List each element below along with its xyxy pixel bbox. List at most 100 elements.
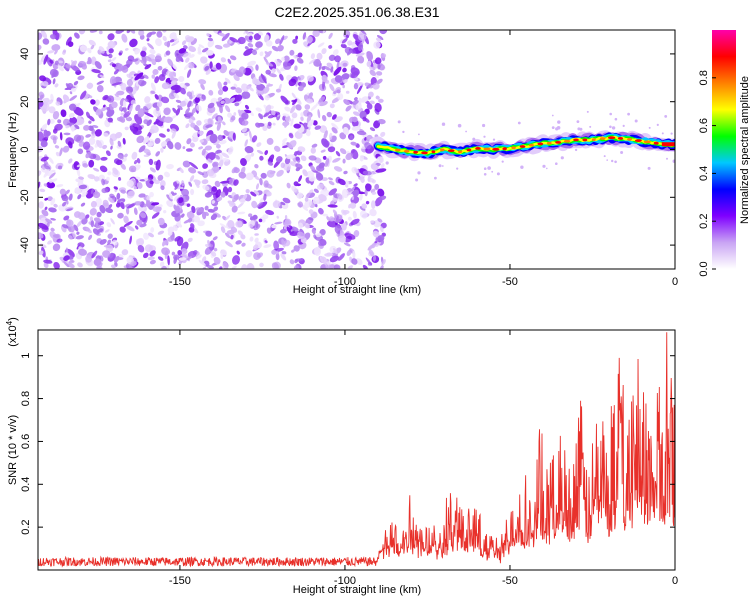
noise-speckle: [205, 230, 213, 237]
noise-speckle: [244, 104, 250, 110]
noise-speckle: [167, 236, 175, 242]
noise-speckle: [178, 257, 187, 261]
noise-speckle: [86, 111, 91, 119]
noise-speckle: [258, 31, 264, 36]
noise-speckle: [101, 178, 106, 186]
noise-speckle: [62, 49, 67, 53]
noise-speckle: [245, 172, 254, 181]
snr-y-tick-label: 0.8: [20, 391, 32, 406]
noise-speckle: [133, 159, 138, 165]
signal-faint-dot: [627, 112, 630, 116]
noise-speckle: [185, 36, 195, 43]
noise-speckle: [352, 210, 357, 219]
noise-speckle: [280, 95, 289, 105]
noise-speckle: [204, 205, 209, 211]
noise-speckle: [332, 157, 341, 163]
noise-speckle: [108, 48, 114, 54]
noise-speckle: [243, 109, 252, 114]
noise-speckle: [93, 167, 100, 172]
signal-hotspot: [563, 139, 571, 143]
colorbar-tick-label: 0.4: [698, 166, 710, 181]
noise-speckle: [161, 265, 168, 269]
noise-speckle: [371, 191, 377, 195]
noise-speckle: [151, 74, 156, 79]
noise-speckle: [48, 178, 54, 184]
snr-y-scale-close: ): [7, 317, 19, 321]
noise-speckle: [153, 179, 160, 185]
noise-speckle: [338, 253, 345, 261]
noise-speckle: [94, 99, 100, 106]
noise-speckle: [210, 97, 218, 105]
noise-speckle: [185, 107, 190, 115]
noise-speckle: [93, 258, 102, 267]
noise-speckle: [201, 94, 206, 100]
noise-speckle: [305, 192, 311, 199]
noise-speckle: [96, 85, 104, 93]
noise-speckle: [232, 132, 236, 141]
noise-speckle: [295, 104, 302, 111]
noise-speckle: [143, 154, 149, 158]
noise-speckle: [123, 110, 131, 118]
noise-speckle: [107, 40, 116, 49]
noise-speckle: [220, 57, 227, 63]
noise-speckle: [150, 82, 156, 92]
noise-speckle: [106, 176, 110, 182]
noise-speckle: [102, 199, 109, 207]
colorbar-bar: [712, 30, 736, 269]
noise-speckle: [241, 91, 251, 99]
noise-speckle: [146, 119, 152, 127]
noise-speckle: [201, 148, 206, 156]
noise-speckle: [56, 184, 64, 188]
noise-speckle: [255, 41, 263, 48]
noise-speckle: [266, 191, 272, 197]
noise-speckle: [87, 47, 92, 54]
noise-speckle: [88, 120, 92, 124]
noise-speckle: [94, 129, 102, 137]
noise-speckle: [52, 110, 60, 120]
noise-speckle: [128, 104, 133, 113]
signal-faint-dot: [551, 114, 554, 117]
spectrogram-x-ticks: -150 -100 -50 0: [169, 30, 678, 288]
noise-speckle: [41, 81, 49, 87]
noise-speckle: [134, 201, 142, 206]
noise-speckle: [354, 97, 358, 101]
noise-speckle: [311, 228, 316, 234]
noise-speckle: [258, 113, 264, 120]
noise-speckle: [54, 49, 58, 55]
noise-speckle: [91, 133, 96, 139]
noise-speckle: [103, 245, 112, 248]
noise-speckle: [111, 82, 122, 86]
noise-speckle: [291, 112, 298, 119]
noise-speckle: [205, 68, 212, 75]
noise-speckle: [181, 40, 187, 46]
noise-speckle: [39, 94, 44, 100]
noise-speckle: [249, 236, 254, 242]
noise-speckle: [250, 152, 255, 157]
noise-speckle: [255, 91, 261, 97]
noise-speckle: [56, 238, 63, 243]
noise-speckle: [166, 140, 174, 150]
noise-speckle: [111, 101, 118, 108]
noise-speckle: [300, 116, 304, 122]
noise-speckle: [282, 137, 288, 143]
noise-speckle: [252, 244, 259, 251]
signal-faint-dot: [492, 138, 496, 141]
noise-speckle: [197, 171, 205, 176]
signal-faint-dot: [402, 130, 405, 134]
signal-faint-dot: [589, 125, 592, 128]
noise-speckle: [51, 169, 56, 173]
noise-speckle: [279, 35, 285, 46]
noise-speckle: [304, 222, 310, 229]
noise-speckle: [160, 147, 164, 153]
noise-speckle: [351, 196, 355, 200]
noise-speckle: [326, 216, 331, 222]
noise-speckle: [50, 34, 57, 40]
noise-speckle: [256, 83, 266, 91]
noise-speckle: [260, 73, 267, 84]
noise-speckle: [214, 180, 221, 188]
noise-speckle: [150, 227, 155, 233]
noise-speckle: [146, 32, 152, 38]
noise-speckle: [374, 183, 380, 190]
noise-speckle: [255, 107, 262, 112]
noise-speckle: [369, 66, 374, 72]
